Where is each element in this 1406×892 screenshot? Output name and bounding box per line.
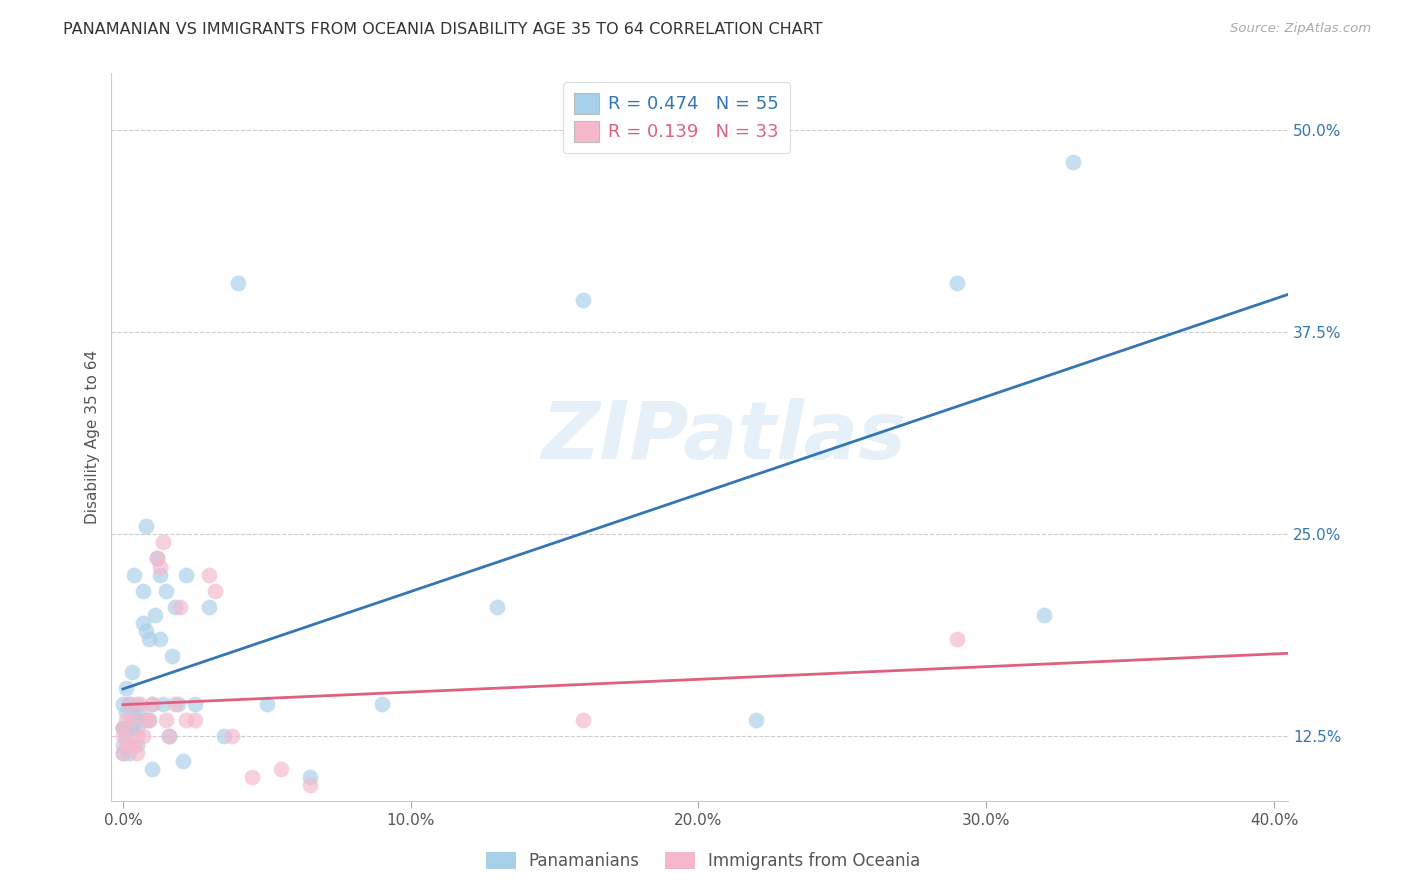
Point xyxy=(174,567,197,582)
Point xyxy=(121,665,143,679)
Point xyxy=(138,713,160,727)
Point xyxy=(127,722,149,736)
Point xyxy=(138,713,160,727)
Point xyxy=(169,599,191,614)
Point xyxy=(172,754,194,768)
Point xyxy=(141,762,163,776)
Point xyxy=(270,762,292,776)
Point xyxy=(129,713,152,727)
Point xyxy=(486,599,509,614)
Point xyxy=(127,738,149,752)
Point xyxy=(111,722,134,736)
Point xyxy=(124,738,146,752)
Point xyxy=(129,697,152,711)
Point xyxy=(141,697,163,711)
Point xyxy=(256,697,278,711)
Point xyxy=(138,632,160,647)
Point xyxy=(572,713,595,727)
Point xyxy=(298,770,321,784)
Point xyxy=(198,567,221,582)
Point xyxy=(221,730,243,744)
Point xyxy=(204,583,226,598)
Point xyxy=(118,697,141,711)
Point xyxy=(198,599,221,614)
Y-axis label: Disability Age 35 to 64: Disability Age 35 to 64 xyxy=(86,350,100,524)
Point xyxy=(121,713,143,727)
Point xyxy=(135,519,157,533)
Text: ZIPatlas: ZIPatlas xyxy=(541,398,905,476)
Point xyxy=(118,697,141,711)
Point xyxy=(121,722,143,736)
Point xyxy=(745,713,768,727)
Point xyxy=(129,705,152,719)
Point xyxy=(127,697,149,711)
Point xyxy=(132,730,155,744)
Point xyxy=(111,746,134,760)
Point xyxy=(121,705,143,719)
Point xyxy=(124,713,146,727)
Point xyxy=(1032,608,1054,623)
Point xyxy=(212,730,235,744)
Point xyxy=(371,697,394,711)
Point xyxy=(114,705,136,719)
Point xyxy=(298,778,321,792)
Point xyxy=(174,713,197,727)
Point xyxy=(118,722,141,736)
Point xyxy=(124,567,146,582)
Point xyxy=(152,697,174,711)
Point xyxy=(146,551,169,566)
Point xyxy=(141,697,163,711)
Point xyxy=(157,730,180,744)
Point xyxy=(114,730,136,744)
Point xyxy=(149,632,172,647)
Point xyxy=(127,730,149,744)
Text: PANAMANIAN VS IMMIGRANTS FROM OCEANIA DISABILITY AGE 35 TO 64 CORRELATION CHART: PANAMANIAN VS IMMIGRANTS FROM OCEANIA DI… xyxy=(63,22,823,37)
Point xyxy=(143,608,166,623)
Point xyxy=(127,746,149,760)
Point xyxy=(163,697,186,711)
Point xyxy=(166,697,188,711)
Point xyxy=(118,746,141,760)
Point xyxy=(114,681,136,695)
Point xyxy=(135,713,157,727)
Point xyxy=(132,616,155,631)
Point xyxy=(149,567,172,582)
Point xyxy=(946,277,969,291)
Point xyxy=(1062,155,1084,169)
Point xyxy=(163,599,186,614)
Point xyxy=(111,746,134,760)
Point xyxy=(111,697,134,711)
Text: Source: ZipAtlas.com: Source: ZipAtlas.com xyxy=(1230,22,1371,36)
Point xyxy=(111,730,134,744)
Point xyxy=(135,624,157,639)
Point xyxy=(114,738,136,752)
Point xyxy=(160,648,183,663)
Point xyxy=(184,713,207,727)
Point xyxy=(114,713,136,727)
Point xyxy=(155,713,177,727)
Legend: Panamanians, Immigrants from Oceania: Panamanians, Immigrants from Oceania xyxy=(479,845,927,877)
Point xyxy=(146,551,169,566)
Point xyxy=(226,277,249,291)
Point xyxy=(111,722,134,736)
Point xyxy=(114,722,136,736)
Point xyxy=(572,293,595,307)
Point xyxy=(111,738,134,752)
Point xyxy=(118,738,141,752)
Point xyxy=(242,770,264,784)
Legend: R = 0.474   N = 55, R = 0.139   N = 33: R = 0.474 N = 55, R = 0.139 N = 33 xyxy=(562,82,790,153)
Point xyxy=(152,535,174,549)
Point xyxy=(157,730,180,744)
Point xyxy=(149,559,172,574)
Point xyxy=(946,632,969,647)
Point xyxy=(111,722,134,736)
Point xyxy=(132,583,155,598)
Point xyxy=(184,697,207,711)
Point xyxy=(155,583,177,598)
